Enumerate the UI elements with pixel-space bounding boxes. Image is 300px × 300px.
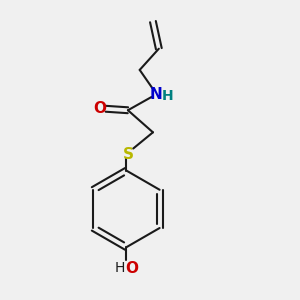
Text: H: H — [161, 89, 173, 103]
Text: S: S — [122, 147, 134, 162]
Text: O: O — [93, 101, 106, 116]
Text: O: O — [125, 261, 138, 276]
Text: H: H — [115, 261, 125, 275]
Text: N: N — [149, 87, 162, 102]
